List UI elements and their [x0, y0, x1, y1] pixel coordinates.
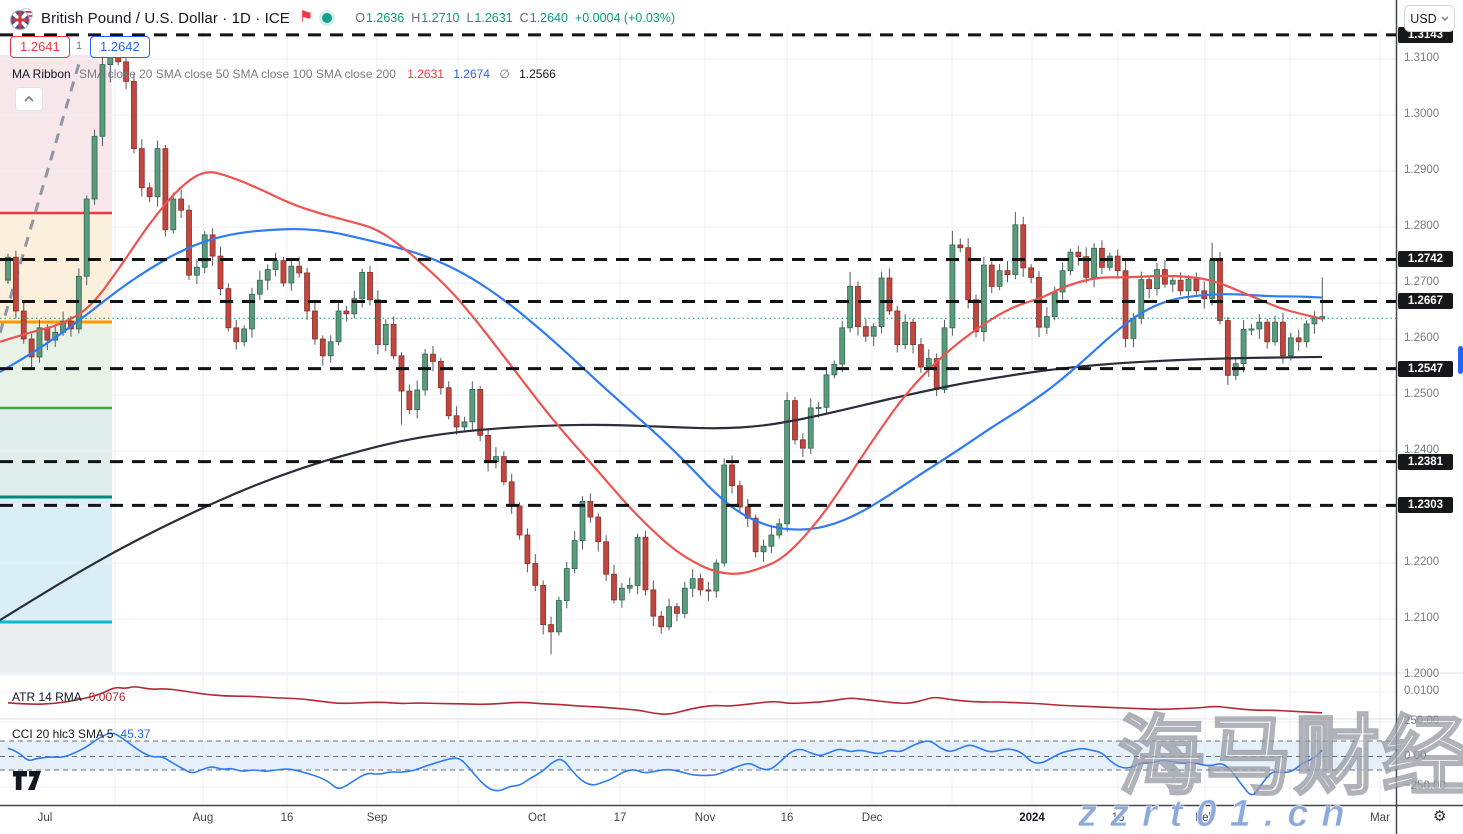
open-label: O [355, 11, 365, 25]
indicator-tick: 0.0100 [1404, 685, 1440, 697]
time-tick: 16 [780, 812, 794, 824]
scrollbar-thumb[interactable] [1458, 346, 1463, 374]
price-tick: 1.2800 [1404, 220, 1440, 232]
time-tick: Sep [366, 812, 388, 824]
gbpusd-pair-flag-icon [10, 8, 33, 30]
high-label: H [411, 11, 421, 25]
currency-label: USD [1410, 11, 1437, 26]
close-label: C [519, 11, 529, 25]
time-tick: 16 [280, 812, 294, 824]
flag-bookmark-icon[interactable]: ⚑ [298, 9, 314, 26]
time-tick: 16 [1111, 812, 1125, 824]
sell-price-button[interactable]: 1.2641 [10, 36, 70, 58]
sma200-line [0, 355, 1323, 622]
pivot-zones [0, 55, 112, 672]
time-tick: Aug [192, 812, 214, 824]
close-value: 1.2640 [529, 11, 568, 25]
price-level-label: 1.2667 [1398, 293, 1453, 309]
cci-value: 45.37 [120, 727, 151, 741]
time-tick: Nov [694, 812, 716, 824]
price-tick: 1.2600 [1404, 332, 1440, 344]
indicator-tick: −250.00 [1404, 780, 1446, 792]
time-tick: Jul [37, 812, 53, 824]
sma50-line [0, 227, 1323, 531]
cci-band [0, 741, 1396, 770]
ma-ribbon-avg-value: 1.2566 [519, 67, 556, 81]
price-tick: 1.3100 [1404, 52, 1440, 64]
low-value: 1.2631 [474, 11, 513, 25]
brand-watermark: 海马财经 [1117, 708, 1463, 807]
site-watermark: zzrt01.cn [1078, 793, 1358, 834]
settings-gear-icon[interactable]: ⚙ [1433, 808, 1447, 825]
cci-line [7, 732, 1323, 796]
price-tick: 1.2200 [1404, 556, 1440, 568]
cci-legend[interactable]: CCI 20 hlc3 SMA 5 45.37 [12, 727, 150, 741]
ma-ribbon-avg-symbol: ∅ [499, 67, 510, 81]
price-level-label: 1.2381 [1398, 454, 1453, 470]
indicator-tick: 0.00 [1404, 750, 1427, 762]
price-tick: 1.2900 [1404, 164, 1440, 176]
tradingview-logo[interactable] [13, 771, 43, 790]
price-level-label: 1.2742 [1398, 251, 1453, 267]
trendline-drawing [0, 59, 82, 334]
price-tick: 1.2100 [1404, 612, 1440, 624]
price-level-label: 1.2303 [1398, 497, 1453, 513]
currency-dropdown[interactable]: USD [1404, 5, 1455, 32]
price-tick: 1.3000 [1404, 108, 1440, 120]
time-tick: 17 [613, 812, 627, 824]
high-value: 1.2710 [421, 11, 460, 25]
price-tick: 1.2500 [1404, 388, 1440, 400]
symbol-title[interactable]: British Pound / U.S. Dollar · 1D · ICE [41, 9, 290, 27]
price-level-label: 1.2547 [1398, 361, 1453, 377]
price-tick: 1.2000 [1404, 668, 1440, 680]
ma-ribbon-value-2: 1.2674 [453, 67, 490, 81]
time-tick: 2024 [1019, 812, 1045, 824]
ohlc-readout: O1.2636 H1.2710 L1.2631 C1.2640 +0.0004 … [355, 11, 675, 25]
spread-value: 1 [76, 40, 83, 52]
buy-price-button[interactable]: 1.2642 [90, 36, 150, 58]
change-value: +0.0004 (+0.03%) [574, 11, 675, 25]
atr-legend[interactable]: ATR 14 RMA 0.0076 [12, 690, 126, 704]
ma-ribbon-legend[interactable]: MA Ribbon SMA close 20 SMA close 50 SMA … [12, 67, 556, 81]
chevron-down-icon [1441, 16, 1449, 21]
ma-ribbon-name: MA Ribbon [12, 67, 71, 81]
market-status-icon[interactable] [322, 13, 333, 23]
ma-ribbon-value-1: 1.2631 [407, 67, 444, 81]
indicator-tick: 250.00 [1404, 715, 1440, 727]
chevron-up-icon [24, 96, 34, 102]
low-label: L [466, 11, 474, 25]
chart-header: British Pound / U.S. Dollar · 1D · ICE ⚑… [10, 5, 675, 31]
time-tick: Oct [528, 812, 546, 824]
time-tick: Dec [861, 812, 883, 824]
open-value: 1.2636 [365, 11, 405, 25]
atr-value: 0.0076 [88, 690, 126, 704]
atr-line [7, 686, 1323, 715]
atr-label: ATR 14 RMA [12, 690, 82, 704]
ma-ribbon-params: SMA close 20 SMA close 50 SMA close 100 … [79, 67, 396, 81]
price-tick: 1.2700 [1404, 276, 1440, 288]
collapse-panel-button[interactable] [15, 87, 43, 111]
price-levels [0, 33, 1396, 507]
time-tick: Feb [1195, 812, 1215, 824]
price-tick: 1.2400 [1404, 444, 1440, 456]
cci-label: CCI 20 hlc3 SMA 5 [12, 727, 114, 741]
time-tick: Mar [1370, 812, 1390, 824]
sma20-line [0, 171, 1323, 575]
